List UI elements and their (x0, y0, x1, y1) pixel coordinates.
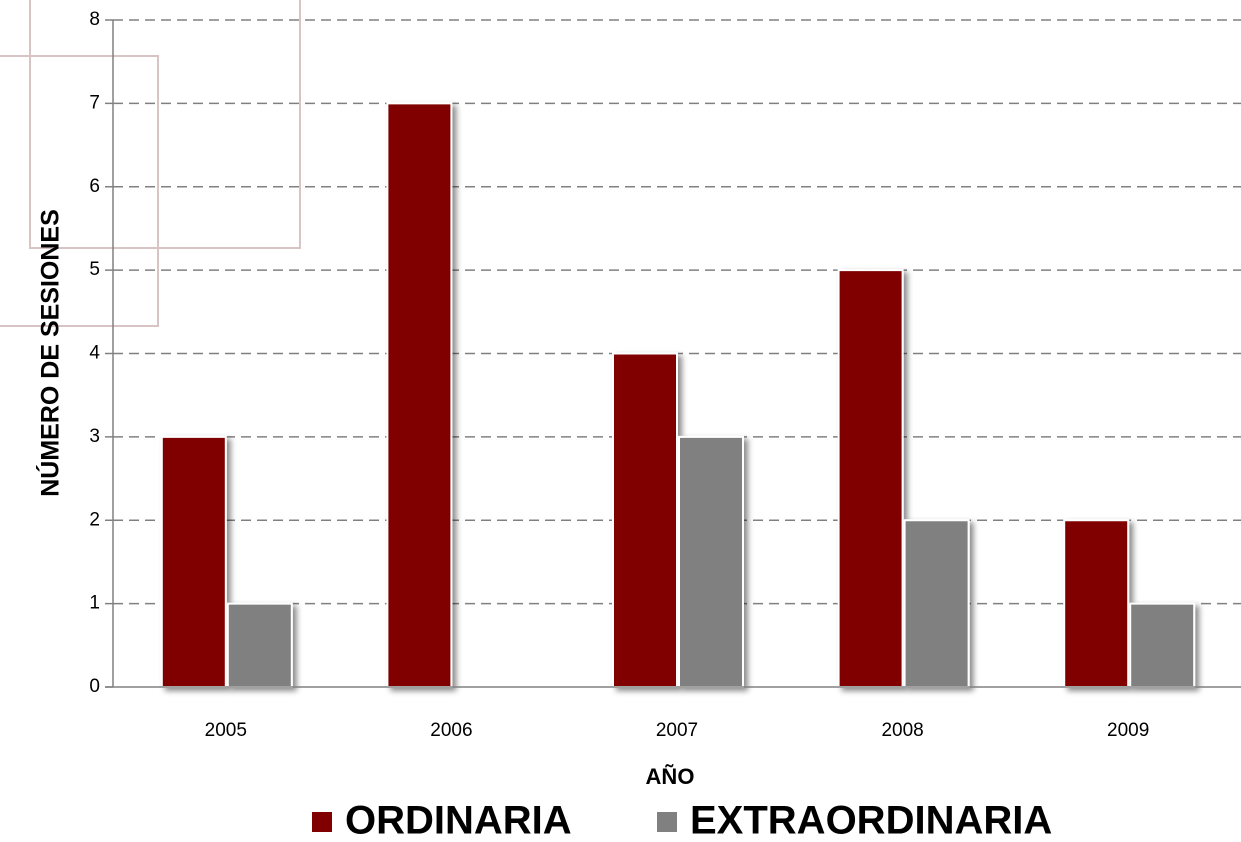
bar (837, 269, 904, 688)
y-tick-label: 3 (89, 426, 100, 447)
x-tick-label: 2009 (1107, 720, 1149, 741)
y-tick-label: 1 (89, 593, 100, 614)
y-tick-label: 8 (89, 9, 100, 30)
y-tick-label: 7 (89, 92, 100, 113)
bar (612, 352, 678, 688)
x-tick-label: 2007 (656, 720, 698, 741)
bar (678, 435, 744, 688)
bars (160, 102, 1196, 688)
x-tick-label: 2008 (881, 720, 923, 741)
y-tick-label: 5 (89, 259, 100, 280)
bar (226, 602, 293, 688)
bar (1063, 519, 1130, 688)
legend-label: ORDINARIA (345, 799, 572, 842)
legend-swatch (312, 812, 332, 832)
y-tick-label: 0 (89, 676, 100, 697)
legend-label: EXTRAORDINARIA (690, 799, 1052, 842)
decoration (0, 0, 301, 327)
bar (386, 102, 453, 688)
bar (160, 435, 227, 688)
x-tick-label: 2005 (205, 720, 247, 741)
y-tick-label: 6 (89, 176, 100, 197)
x-tick-label: 2006 (430, 720, 472, 741)
legend: ORDINARIA EXTRAORDINARIA (312, 799, 1052, 842)
y-axis-label: NÚMERO DE SESIONES (35, 209, 65, 497)
y-tick-label: 2 (89, 509, 100, 530)
bar (1129, 602, 1196, 688)
bar (903, 519, 970, 688)
y-tick-label: 4 (89, 343, 100, 364)
legend-swatch (657, 812, 677, 832)
x-axis-label: AÑO (646, 764, 695, 789)
